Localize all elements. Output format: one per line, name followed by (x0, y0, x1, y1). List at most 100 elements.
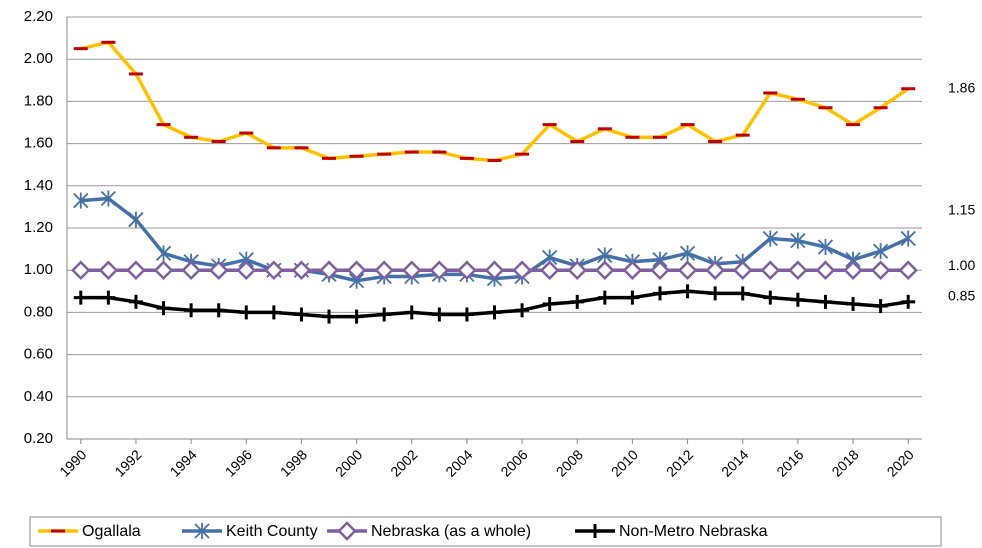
marker (156, 301, 171, 316)
y-tick-label: 1.60 (24, 135, 53, 152)
y-tick-label: 1.00 (24, 261, 53, 278)
marker (597, 290, 612, 305)
x-tick-label: 2000 (332, 446, 365, 479)
y-tick-label: 1.80 (24, 92, 53, 109)
marker (266, 305, 281, 320)
marker (322, 309, 337, 324)
marker (760, 260, 781, 280)
marker (870, 260, 891, 280)
marker (101, 290, 116, 305)
marker (570, 294, 585, 309)
marker (901, 294, 916, 309)
x-tick-label: 1998 (277, 446, 310, 479)
marker (595, 260, 615, 280)
marker (763, 290, 778, 305)
marker (457, 260, 477, 280)
x-tick-label: 2004 (442, 446, 475, 479)
marker (194, 523, 210, 539)
marker (377, 307, 392, 322)
marker (346, 260, 367, 280)
end-label: 1.86 (948, 79, 975, 95)
marker (846, 296, 861, 311)
marker (790, 232, 806, 249)
marker (487, 305, 502, 320)
marker (155, 245, 172, 262)
y-tick-label: 0.60 (24, 346, 53, 363)
marker (900, 230, 916, 247)
marker (100, 190, 117, 207)
marker (337, 521, 357, 541)
marker (319, 260, 339, 280)
marker (401, 260, 422, 280)
marker (818, 294, 833, 309)
marker (898, 260, 918, 280)
marker (680, 284, 695, 299)
marker (873, 299, 888, 314)
marker (708, 286, 723, 301)
legend-label: Nebraska (as a whole) (371, 523, 531, 540)
y-tick-label: 0.20 (24, 430, 53, 447)
marker (542, 296, 557, 311)
marker (515, 303, 530, 318)
y-tick-label: 2.00 (24, 50, 53, 67)
marker (239, 305, 254, 320)
marker (567, 260, 588, 280)
marker (211, 303, 226, 318)
x-tick-label: 2012 (663, 446, 696, 479)
marker (291, 260, 312, 280)
marker (71, 260, 91, 280)
marker (652, 286, 667, 301)
x-tick-label: 2008 (553, 446, 586, 479)
legend-label: Non-Metro Nebraska (619, 523, 768, 540)
marker (625, 290, 640, 305)
marker (679, 245, 696, 262)
marker (788, 260, 808, 280)
marker (349, 309, 364, 324)
marker (790, 292, 805, 307)
x-tick-label: 2014 (718, 446, 751, 479)
x-tick-label: 1996 (222, 446, 255, 479)
y-tick-label: 1.20 (24, 219, 53, 236)
legend-label: Ogallala (82, 523, 141, 540)
marker (236, 260, 257, 280)
marker (374, 260, 394, 280)
marker (126, 260, 146, 280)
marker (128, 211, 144, 228)
y-tick-label: 2.20 (24, 8, 53, 25)
marker (432, 307, 447, 322)
marker (181, 260, 201, 280)
y-tick-label: 1.40 (24, 177, 53, 194)
marker (153, 260, 174, 280)
x-tick-label: 2002 (387, 446, 420, 479)
x-tick-label: 2010 (608, 446, 641, 479)
x-tick-label: 1992 (111, 446, 144, 479)
marker (294, 307, 309, 322)
marker (622, 260, 643, 280)
marker (735, 286, 750, 301)
marker (459, 307, 474, 322)
marker (817, 238, 834, 255)
marker (208, 260, 229, 280)
marker (815, 260, 836, 280)
marker (98, 260, 119, 280)
marker (872, 243, 889, 260)
x-tick-label: 2006 (497, 446, 530, 479)
marker (705, 260, 725, 280)
end-label: 1.00 (948, 257, 975, 273)
legend-label: Keith County (226, 523, 318, 540)
y-tick-label: 0.80 (24, 303, 53, 320)
marker (588, 524, 602, 538)
marker (677, 260, 698, 280)
marker (512, 260, 532, 280)
x-tick-label: 1990 (56, 446, 89, 479)
marker (73, 290, 88, 305)
marker (843, 260, 863, 280)
marker (650, 260, 670, 280)
marker (404, 305, 419, 320)
marker (484, 260, 505, 280)
marker (539, 260, 560, 280)
marker (429, 260, 450, 280)
marker (73, 192, 89, 209)
x-tick-label: 2018 (828, 446, 861, 479)
